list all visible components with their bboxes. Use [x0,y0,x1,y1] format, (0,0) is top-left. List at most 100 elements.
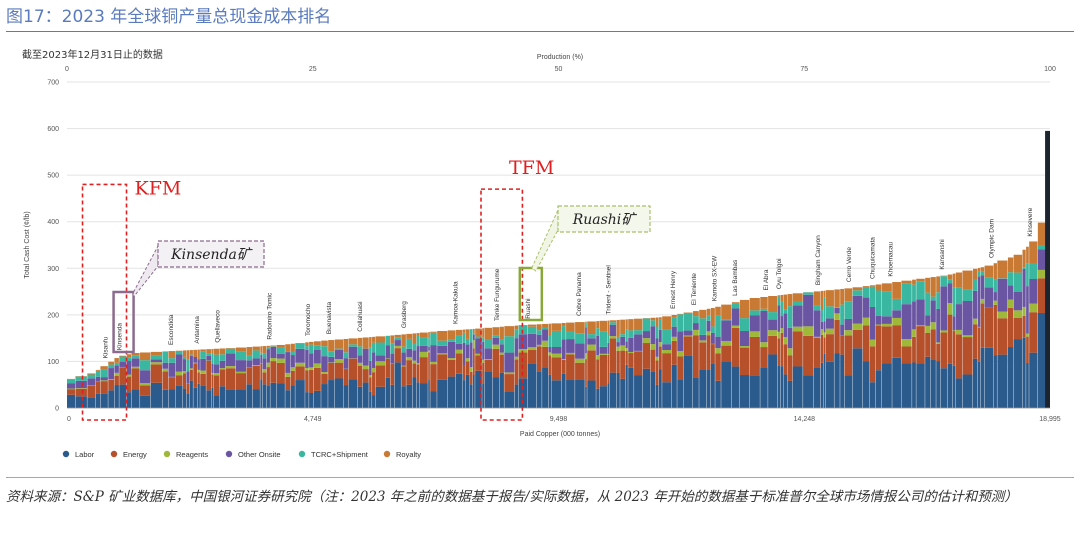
cost-segment-labor [213,395,220,408]
cost-segment-labor [246,384,253,408]
cost-segment-reagents [671,336,677,341]
cost-segment-royalty [739,299,750,319]
cost-segment-other-onsite [465,344,470,359]
cost-segment-labor [189,380,193,408]
cost-segment-tcrc-shipment [1029,263,1038,279]
cost-segment-other-onsite [561,339,566,360]
legend: Labor Energy Reagents Other Onsite TCRC+Ship… [62,450,421,459]
cost-segment-tcrc-shipment [309,344,314,354]
cost-segment-energy [551,357,562,381]
cost-segment-energy [334,362,344,379]
cost-segment-energy [607,354,610,384]
cost-segment-tcrc-shipment [984,277,994,288]
cost-segment-labor [1026,362,1029,408]
cost-segment-reagents [548,352,551,356]
cost-segment-energy [168,377,176,390]
cost-segment-energy [655,360,659,385]
cost-segment-energy [200,373,206,386]
cost-segment-tcrc-shipment [596,328,600,336]
cost-segment-labor [699,369,707,408]
cost-segment-royalty [825,290,834,307]
cost-segment-reagents [200,370,206,374]
cost-segment-reagents [394,345,401,349]
cost-segment-tcrc-shipment [901,283,912,305]
cost-segment-other-onsite [566,339,575,353]
cost-segment-other-onsite [472,334,475,341]
cost-segment-royalty [428,332,430,339]
cost-segment-royalty [313,341,321,346]
cost-segment-tcrc-shipment [375,342,386,356]
cost-segment-energy [930,329,936,360]
cost-segment-other-onsite [270,346,277,359]
cost-segment-energy [527,349,537,364]
cost-segment-other-onsite [168,362,176,377]
y-tick-label: 600 [47,126,59,133]
cost-segment-royalty [693,311,699,317]
cost-segment-tcrc-shipment [551,330,562,347]
cost-segment-tcrc-shipment [536,330,542,335]
cost-segment-royalty [357,337,363,347]
mine-label: Olympic Dam [988,219,995,258]
cost-segment-other-onsite [862,297,870,318]
cost-segment-labor [962,374,973,408]
cost-segment-energy [825,334,834,362]
cost-segment-tcrc-shipment [475,336,482,339]
cost-segment-other-onsite [266,349,270,363]
cost-segment-royalty [542,323,549,328]
cost-segment-tcrc-shipment [936,292,940,309]
legend-marker [383,450,391,458]
cost-segment-energy [1007,307,1014,348]
cost-segment-energy [394,348,401,363]
cost-segment-labor [211,387,214,408]
cost-segment-reagents [416,363,420,365]
cost-segment-labor [175,385,183,408]
cost-segment-labor [542,367,549,408]
cost-segment-energy [95,381,101,394]
cost-segment-energy [126,376,132,393]
cost-segment-reagents [211,372,214,375]
cost-segment-labor [412,377,417,408]
cost-segment-royalty [881,283,892,292]
cost-segment-reagents [235,371,247,374]
cost-segment-labor [447,376,456,408]
cost-segment-tcrc-shipment [869,286,876,307]
source-rule [6,477,1074,478]
cost-segment-royalty [823,290,826,298]
cost-segment-royalty [599,320,608,332]
cost-segment-reagents [131,366,140,369]
cost-segment-royalty [186,350,190,360]
cost-segment-labor [548,374,551,408]
cost-segment-royalty [87,373,96,375]
cost-segment-labor [262,384,267,408]
cost-segment-labor [475,370,482,408]
cost-segment-tcrc-shipment [650,320,656,327]
cost-segment-reagents [792,326,803,332]
cost-segment-reagents [731,325,740,328]
cost-segment-tcrc-shipment [542,327,549,330]
cost-segment-labor [252,389,260,408]
cost-segment-labor [607,383,610,408]
cost-segment-royalty [980,267,985,272]
cost-segment-labor [869,382,876,408]
cost-segment-labor [343,385,349,408]
cost-segment-energy [67,389,76,395]
cost-segment-energy [357,365,363,387]
mine-label: Kamoa-Kakula [453,281,460,324]
cost-segment-royalty [952,273,956,288]
cost-segment-other-onsite [527,333,537,348]
top-tick-label: 0 [65,66,69,73]
cost-segment-energy [213,375,220,396]
cost-segment-labor [536,371,542,408]
cost-segment-other-onsite [916,299,925,326]
cost-segment-reagents [475,353,482,356]
data-cutoff-note: 截至2023年12月31日止的数据 [22,48,163,61]
cost-segment-labor [731,366,740,408]
cost-segment-labor [197,383,200,408]
cost-segment-energy [616,350,620,373]
cost-segment-royalty [406,333,413,339]
cost-segment-labor [1022,337,1026,408]
cost-segment-reagents [777,331,781,339]
cost-segment-energy [1022,315,1026,338]
cost-segment-reagents [575,358,585,363]
cost-segment-tcrc-shipment [710,326,715,333]
